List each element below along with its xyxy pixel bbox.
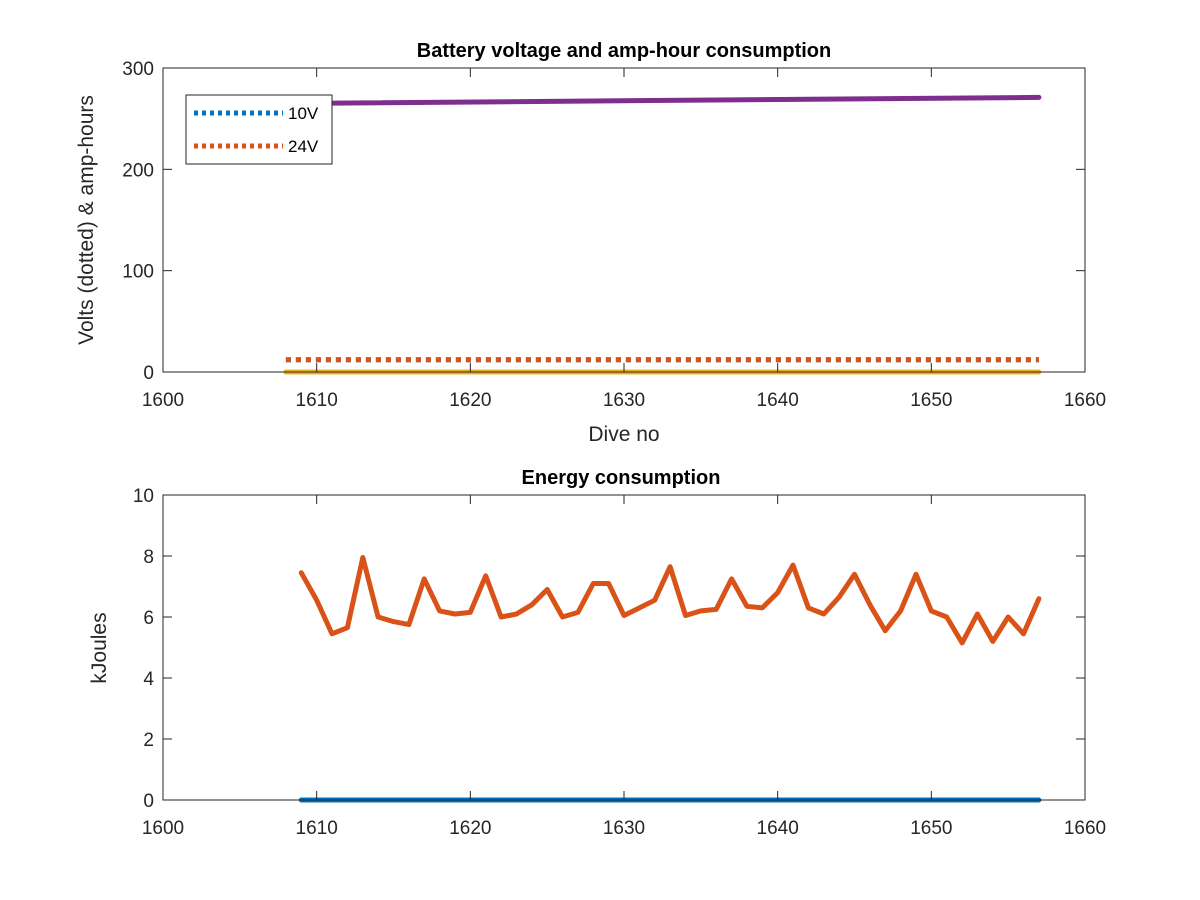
- voltage-xtick-label: 1630: [603, 390, 645, 411]
- voltage-xtick-label: 1650: [910, 390, 952, 411]
- energy-xtick-label: 1600: [142, 818, 184, 839]
- voltage-ytick-label: 100: [122, 262, 154, 283]
- voltage-ytick-label: 200: [122, 160, 154, 181]
- energy-axes: 1600 1610 1620 1630 1640 1650 1660 0 2 4 6 8 10 Ener…: [88, 467, 1106, 839]
- energy-xtick-label: 1610: [296, 818, 338, 839]
- voltage-ticks: 1600 1610 1620 1630 1640 1650 1660 0 100 200 300: [122, 59, 1106, 411]
- energy-ytick-label: 0: [143, 791, 154, 812]
- legend-label-10v: 10V: [288, 104, 319, 123]
- voltage-x-axis-label: Dive no: [588, 423, 659, 446]
- voltage-xtick-label: 1660: [1064, 390, 1106, 411]
- voltage-xtick-label: 1640: [757, 390, 799, 411]
- voltage-xtick-label: 1620: [449, 390, 491, 411]
- energy-ticks: 1600 1610 1620 1630 1640 1650 1660 0 2 4 6 8 10: [133, 486, 1106, 839]
- energy-ytick-label: 4: [143, 669, 154, 690]
- energy-y-axis-label: kJoules: [88, 612, 111, 683]
- energy-ytick-label: 8: [143, 547, 154, 568]
- energy-xtick-label: 1640: [757, 818, 799, 839]
- energy-plot-area: [163, 495, 1085, 800]
- energy-series-line-1: [298, 555, 1042, 646]
- voltage-legend: 10V 24V: [185, 94, 333, 165]
- energy-ytick-label: 6: [143, 608, 154, 629]
- voltage-ytick-label: 0: [143, 363, 154, 384]
- energy-ytick-label: 2: [143, 730, 154, 751]
- energy-xtick-label: 1660: [1064, 818, 1106, 839]
- voltage-chart-title: Battery voltage and amp-hour consumption: [417, 40, 831, 62]
- energy-xtick-label: 1620: [449, 818, 491, 839]
- legend-box: [185, 94, 333, 165]
- energy-xtick-label: 1650: [910, 818, 952, 839]
- voltage-ytick-label: 300: [122, 59, 154, 80]
- voltage-series-line-3: [283, 94, 1042, 106]
- energy-xtick-label: 1630: [603, 818, 645, 839]
- voltage-xtick-label: 1600: [142, 390, 184, 411]
- energy-chart-title: Energy consumption: [522, 467, 721, 489]
- voltage-y-axis-label: Volts (dotted) & amp-hours: [75, 95, 98, 345]
- voltage-xtick-label: 1610: [296, 390, 338, 411]
- legend-label-24v: 24V: [288, 137, 319, 156]
- voltage-axes: 1600 1610 1620 1630 1640 1650 1660 0 100 200 300 B…: [75, 40, 1106, 446]
- energy-ytick-label: 10: [133, 486, 154, 507]
